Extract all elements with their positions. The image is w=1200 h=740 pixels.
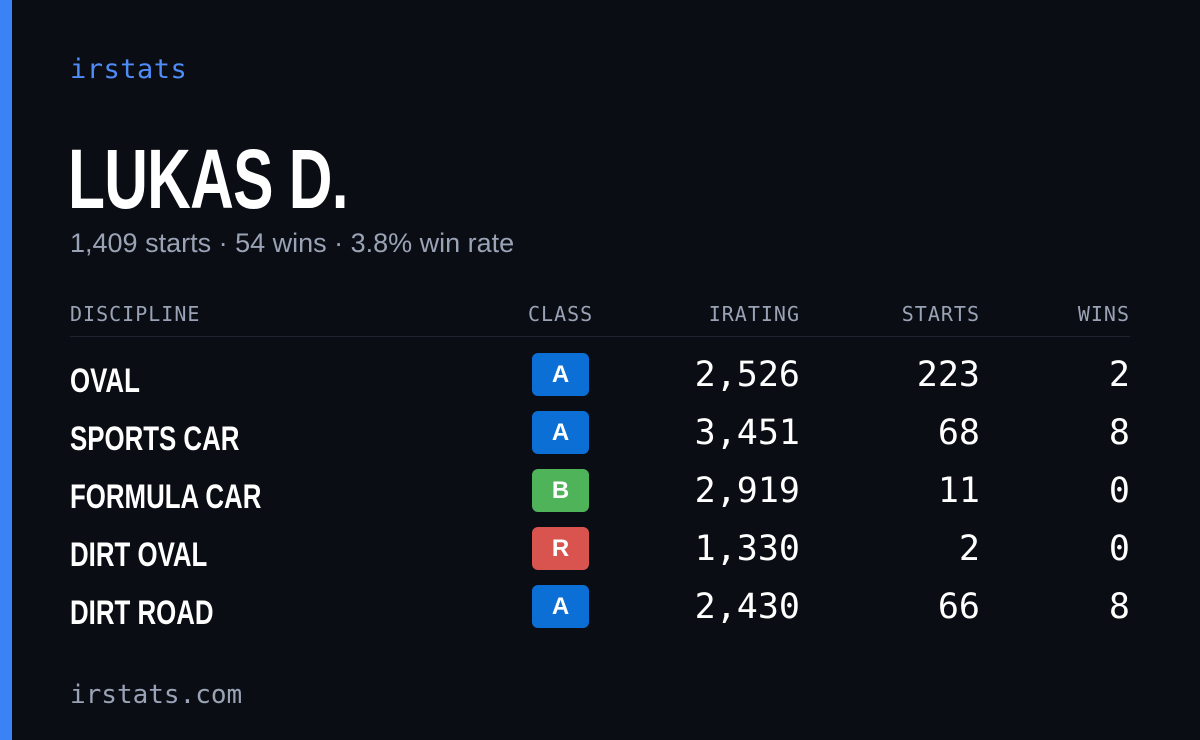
wins-value: 8 [1108,587,1130,627]
player-name: LUKAS D. [68,132,349,226]
discipline-name: DIRT OVAL [70,536,208,574]
footer-url: irstats.com [70,680,243,710]
irating-value: 2,430 [694,587,800,627]
discipline-name: FORMULA CAR [70,478,262,516]
brand-logo-text: irstats [70,54,188,85]
starts-value: 66 [937,587,980,627]
header-wins: WINS [1077,302,1130,326]
starts-value: 68 [937,413,980,453]
table-row: SPORTS CAR A 3,451 68 8 [70,411,1130,469]
table-row: DIRT OVAL R 1,330 2 0 [70,527,1130,585]
table-row: FORMULA CAR B 2,919 11 0 [70,469,1130,527]
player-summary: 1,409 starts · 54 wins · 3.8% win rate [70,228,515,258]
header-discipline: DISCIPLINE [70,302,201,326]
table-row: OVAL A 2,526 223 2 [70,353,1130,411]
starts-value: 11 [937,471,980,511]
starts-value: 2 [958,529,980,569]
irating-value: 1,330 [694,529,800,569]
class-badge: A [532,411,589,454]
irating-value: 3,451 [694,413,800,453]
wins-value: 0 [1108,529,1130,569]
starts-value: 223 [916,355,980,395]
table-header: DISCIPLINE CLASS IRATING STARTS WINS [70,298,1130,337]
accent-bar [0,0,12,740]
table-body: OVAL A 2,526 223 2 SPORTS CAR A 3,451 68… [70,353,1130,643]
irating-value: 2,526 [694,355,800,395]
table-row: DIRT ROAD A 2,430 66 8 [70,585,1130,643]
wins-value: 2 [1108,355,1130,395]
header-starts: STARTS [901,302,980,326]
class-badge: B [532,469,589,512]
class-badge: R [532,527,589,570]
class-badge: A [532,585,589,628]
header-irating: IRATING [708,302,800,326]
header-class: CLASS [528,302,594,326]
discipline-name: SPORTS CAR [70,420,240,458]
discipline-name: DIRT ROAD [70,594,214,632]
wins-value: 8 [1108,413,1130,453]
wins-value: 0 [1108,471,1130,511]
irating-value: 2,919 [694,471,800,511]
stats-table: DISCIPLINE CLASS IRATING STARTS WINS OVA… [70,298,1130,643]
discipline-name: OVAL [70,362,140,400]
class-badge: A [532,353,589,396]
